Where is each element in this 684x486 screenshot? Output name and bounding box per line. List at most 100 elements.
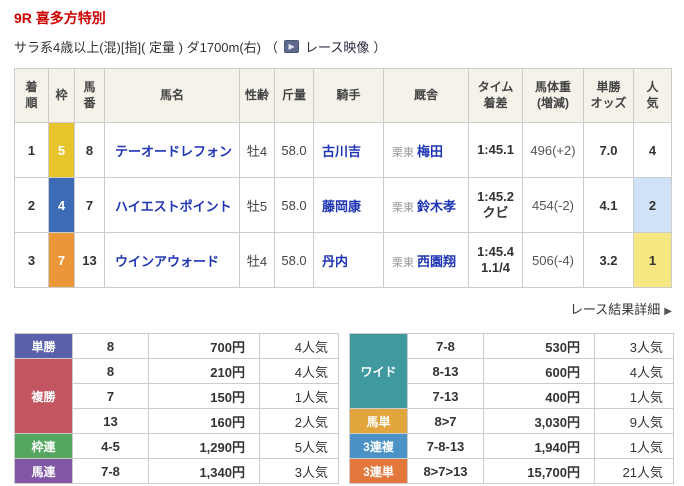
popularity: 1	[633, 232, 672, 288]
play-video-icon[interactable]: ▶	[284, 40, 300, 53]
detail-link-row: レース結果詳細 ▶	[14, 299, 672, 318]
frame-number: 7	[48, 232, 75, 288]
race-conditions-bar: サラ系4歳以上(混)[指]( 定量 ) ダ1700m(右) （ ▶ レース映像 …	[14, 37, 672, 56]
bet-combination: 7	[72, 383, 149, 409]
race-conditions: サラ系4歳以上(混)[指]( 定量 ) ダ1700m(右)	[14, 40, 262, 55]
finish-position: 3	[14, 232, 49, 288]
stable-region: 栗東	[392, 201, 414, 214]
payout-amount: 15,700円	[483, 458, 595, 484]
trainer-link[interactable]: 梅田	[417, 143, 444, 159]
results-header-row: 着 順 枠 馬 番 馬名 性齢 斤量 騎手 厩舎 タイム 着差 馬体重 (増減)…	[14, 68, 672, 123]
trainer-link[interactable]: 鈴木孝	[417, 198, 457, 214]
popularity: 2	[633, 177, 672, 233]
payout-row: 複勝 8 210円 4人気	[14, 358, 339, 434]
payout-row: 13 160円 2人気	[15, 408, 339, 434]
paren-open: （	[265, 40, 279, 55]
carried-weight: 58.0	[274, 177, 314, 233]
horse-name-cell: ハイエストポイント	[104, 177, 240, 233]
payout-amount: 1,940円	[483, 433, 595, 459]
horse-name-cell: テーオードレフォン	[104, 122, 240, 178]
jockey-link[interactable]: 丹内	[322, 253, 349, 269]
horse-name-link[interactable]: ウインアウォード	[115, 253, 220, 269]
race-result-detail-link[interactable]: レース結果詳細	[569, 302, 661, 317]
bet-type-label: 複勝	[14, 358, 73, 434]
bet-combination: 8>7	[407, 408, 484, 434]
bet-type-label: 枠連	[14, 433, 73, 459]
race-video-link[interactable]: レース映像	[305, 40, 370, 55]
horse-name-link[interactable]: テーオードレフォン	[115, 143, 233, 159]
jockey-link[interactable]: 古川吉	[322, 143, 362, 159]
sex-age: 牡5	[239, 177, 275, 233]
payout-row: 7 150円 1人気	[15, 383, 339, 409]
jockey-cell: 古川吉	[313, 122, 384, 178]
payout-row: 3連複 7-8-13 1,940円 1人気	[349, 433, 674, 459]
horse-name-link[interactable]: ハイエストポイント	[115, 198, 232, 214]
bet-type-label: 3連複	[349, 433, 408, 459]
bet-type-label: 馬連	[14, 458, 73, 484]
popularity: 4	[633, 122, 672, 178]
payout-popularity: 21人気	[594, 458, 674, 484]
col-header-jockey: 騎手	[313, 68, 384, 123]
stable-region: 栗東	[392, 146, 414, 159]
win-odds: 3.2	[583, 232, 634, 288]
bet-combination: 7-8	[72, 458, 149, 484]
payout-amount: 700円	[148, 333, 260, 359]
payout-row: 馬単 8>7 3,030円 9人気	[349, 408, 674, 434]
col-header-weight: 斤量	[274, 68, 314, 123]
col-header-position: 着 順	[14, 68, 49, 123]
trainer-link[interactable]: 西園翔	[417, 253, 457, 269]
time-margin: 1:45.2 クビ	[468, 177, 523, 233]
payout-amount: 1,340円	[148, 458, 260, 484]
payout-popularity: 4人気	[259, 358, 339, 384]
payout-popularity: 3人気	[259, 458, 339, 484]
paren-close: ）	[373, 40, 387, 55]
result-row: 1 5 8 テーオードレフォン 牡4 58.0 古川吉 栗東 梅田 1:45.1 …	[14, 122, 672, 178]
payout-amount: 210円	[148, 358, 260, 384]
frame-number: 5	[48, 122, 75, 178]
payout-row: ワイド 7-8 530円 3人気	[349, 333, 674, 409]
stable-cell: 栗東 梅田	[383, 122, 469, 178]
payout-amount: 150円	[148, 383, 260, 409]
col-header-frame: 枠	[48, 68, 75, 123]
payout-popularity: 1人気	[594, 433, 674, 459]
bet-combination: 7-8-13	[407, 433, 484, 459]
col-header-body-weight: 馬体重 (増減)	[522, 68, 584, 123]
jockey-link[interactable]: 藤岡康	[322, 198, 362, 214]
bet-combination: 4-5	[72, 433, 149, 459]
bet-type-label: 馬単	[349, 408, 408, 434]
payout-amount: 3,030円	[483, 408, 595, 434]
bet-combination: 8	[72, 333, 149, 359]
col-header-odds: 単勝 オッズ	[583, 68, 634, 123]
payout-popularity: 1人気	[259, 383, 339, 409]
payout-row: 単勝 8 700円 4人気	[14, 333, 339, 359]
jockey-cell: 藤岡康	[313, 177, 384, 233]
chevron-right-icon: ▶	[664, 306, 672, 317]
win-odds: 4.1	[583, 177, 634, 233]
result-row: 2 4 7 ハイエストポイント 牡5 58.0 藤岡康 栗東 鈴木孝 1:45.2…	[14, 177, 672, 233]
payout-amount: 160円	[148, 408, 260, 434]
payout-row: 馬連 7-8 1,340円 3人気	[14, 458, 339, 484]
jockey-cell: 丹内	[313, 232, 384, 288]
bet-combination: 7-13	[407, 383, 484, 409]
carried-weight: 58.0	[274, 232, 314, 288]
payout-table-right: ワイド 7-8 530円 3人気 8-13 600円 4人気 7-13 400円…	[349, 333, 674, 484]
bet-combination: 8-13	[407, 358, 484, 384]
horse-number: 8	[74, 122, 105, 178]
race-title: 9R 喜多方特別	[14, 10, 106, 26]
sex-age: 牡4	[239, 232, 275, 288]
stable-cell: 栗東 西園翔	[383, 232, 469, 288]
payout-popularity: 4人気	[594, 358, 674, 384]
bet-combination: 8>7>13	[407, 458, 484, 484]
bet-combination: 13	[72, 408, 149, 434]
payout-amount: 1,290円	[148, 433, 260, 459]
sex-age: 牡4	[239, 122, 275, 178]
horse-number: 7	[74, 177, 105, 233]
col-header-popularity: 人 気	[633, 68, 672, 123]
body-weight: 506(-4)	[522, 232, 584, 288]
payout-amount: 400円	[483, 383, 595, 409]
col-header-time-margin: タイム 着差	[468, 68, 523, 123]
body-weight: 454(-2)	[522, 177, 584, 233]
bet-type-label: 単勝	[14, 333, 73, 359]
bet-combination: 8	[72, 358, 149, 384]
